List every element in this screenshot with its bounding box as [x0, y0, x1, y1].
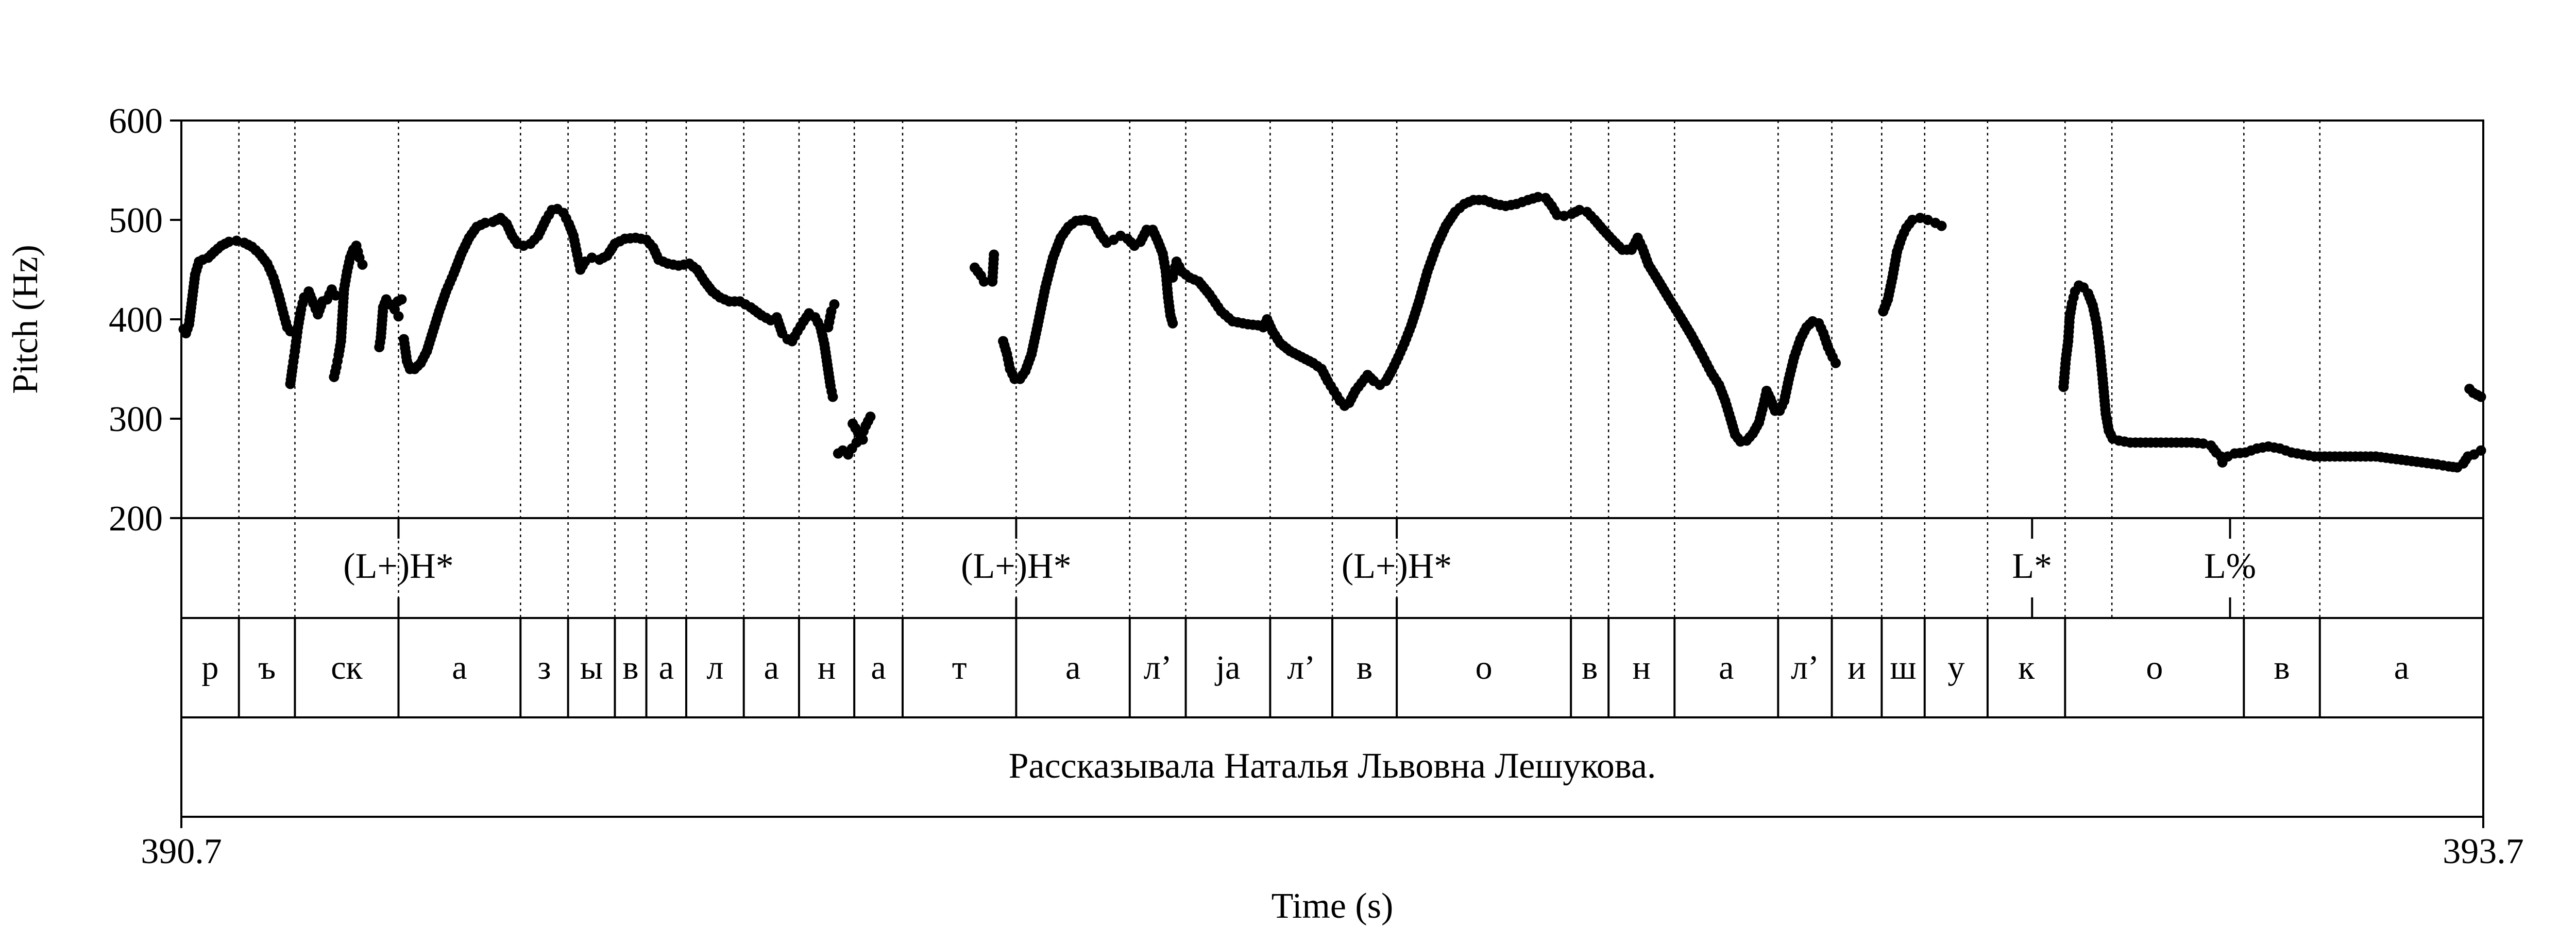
pitch-point: [357, 259, 368, 270]
tone-label: L*: [2012, 546, 2052, 586]
pitch-point: [857, 434, 868, 445]
pitch-point: [393, 311, 404, 322]
segment-label: ш: [1890, 649, 1917, 686]
y-tick-label: 200: [109, 499, 163, 539]
pitch-point: [989, 249, 999, 260]
pitch-point: [1831, 357, 1841, 368]
segment-label: р: [201, 649, 218, 686]
segment-label: н: [1633, 649, 1651, 686]
tone-tier: (L+)H* (L+)H* (L+)H* L* L%: [343, 518, 2256, 618]
segment-label: а: [871, 649, 886, 686]
segment-label: а: [2394, 649, 2409, 686]
segment-label: в: [1357, 649, 1372, 686]
segment-label: и: [1848, 649, 1866, 686]
segment-label: л’: [1287, 649, 1315, 686]
segment-label: к: [2018, 649, 2035, 686]
plot-area: 200 300 400 500 600 (L+)H* (L+)H* (L+)H* L* L% р…: [109, 101, 2486, 818]
segment-label: в: [622, 649, 638, 686]
segment-label: а: [1065, 649, 1080, 686]
pitch-point: [829, 299, 840, 310]
y-axis-label: Pitch (Hz): [6, 245, 45, 394]
segment-label: ja: [1215, 649, 1241, 686]
tone-label: (L+)H*: [961, 546, 1071, 586]
segment-label: ск: [331, 649, 363, 686]
segment-label: у: [1947, 649, 1964, 686]
segment-label: в: [2274, 649, 2290, 686]
x-axis: 390.7 393.7 Time (s): [141, 817, 2524, 926]
pitch-point: [865, 411, 876, 422]
segment-label: н: [818, 649, 836, 686]
tone-label: L%: [2204, 546, 2256, 586]
tone-label: (L+)H*: [1342, 546, 1452, 586]
segment-label: з: [537, 649, 551, 686]
pitch-point: [480, 217, 490, 228]
segment-label: л’: [1144, 649, 1172, 686]
x-tick-label-end: 393.7: [2443, 832, 2524, 871]
y-tick-label: 500: [109, 201, 163, 241]
segment-label: а: [452, 649, 467, 686]
segment-label: ы: [580, 649, 603, 686]
segment-label: а: [1719, 649, 1734, 686]
pitch-point: [330, 290, 341, 301]
segment-label: а: [659, 649, 674, 686]
segment-label: ъ: [258, 649, 276, 686]
segment-label: л’: [1791, 649, 1819, 686]
pitch-points: [178, 192, 2486, 473]
pitch-point: [2476, 391, 2486, 402]
sentence-transcription: Рассказывала Наталья Львовна Лешукова.: [1009, 746, 1656, 786]
segment-label: о: [1476, 649, 1493, 686]
segment-boundaries: [238, 121, 2321, 618]
x-axis-label: Time (s): [1272, 886, 1394, 926]
pitch-point: [224, 236, 234, 247]
segment-label: т: [952, 649, 967, 686]
segment-label: л: [706, 649, 723, 686]
y-axis-ticks: 200 300 400 500 600: [109, 101, 181, 539]
segment-tier: р ъ ск а з ы в а л а н а т а л’ ja л’ в о в н а л’ и ш у к о в а: [201, 618, 2409, 717]
pitch-point: [978, 276, 989, 287]
pitch-point: [1936, 220, 1947, 231]
tone-label: (L+)H*: [343, 546, 453, 586]
x-tick-label-start: 390.7: [141, 832, 222, 871]
segment-label: а: [764, 649, 779, 686]
pitch-point: [827, 391, 838, 402]
y-tick-label: 300: [109, 400, 163, 439]
segment-label: о: [2146, 649, 2163, 686]
pitch-point: [1167, 318, 1178, 329]
segment-label: в: [1582, 649, 1598, 686]
pitch-point: [396, 294, 407, 305]
y-tick-label: 600: [109, 101, 163, 141]
pitch-point: [1533, 192, 1544, 202]
y-tick-label: 400: [109, 300, 163, 340]
pitch-point: [2476, 445, 2486, 456]
